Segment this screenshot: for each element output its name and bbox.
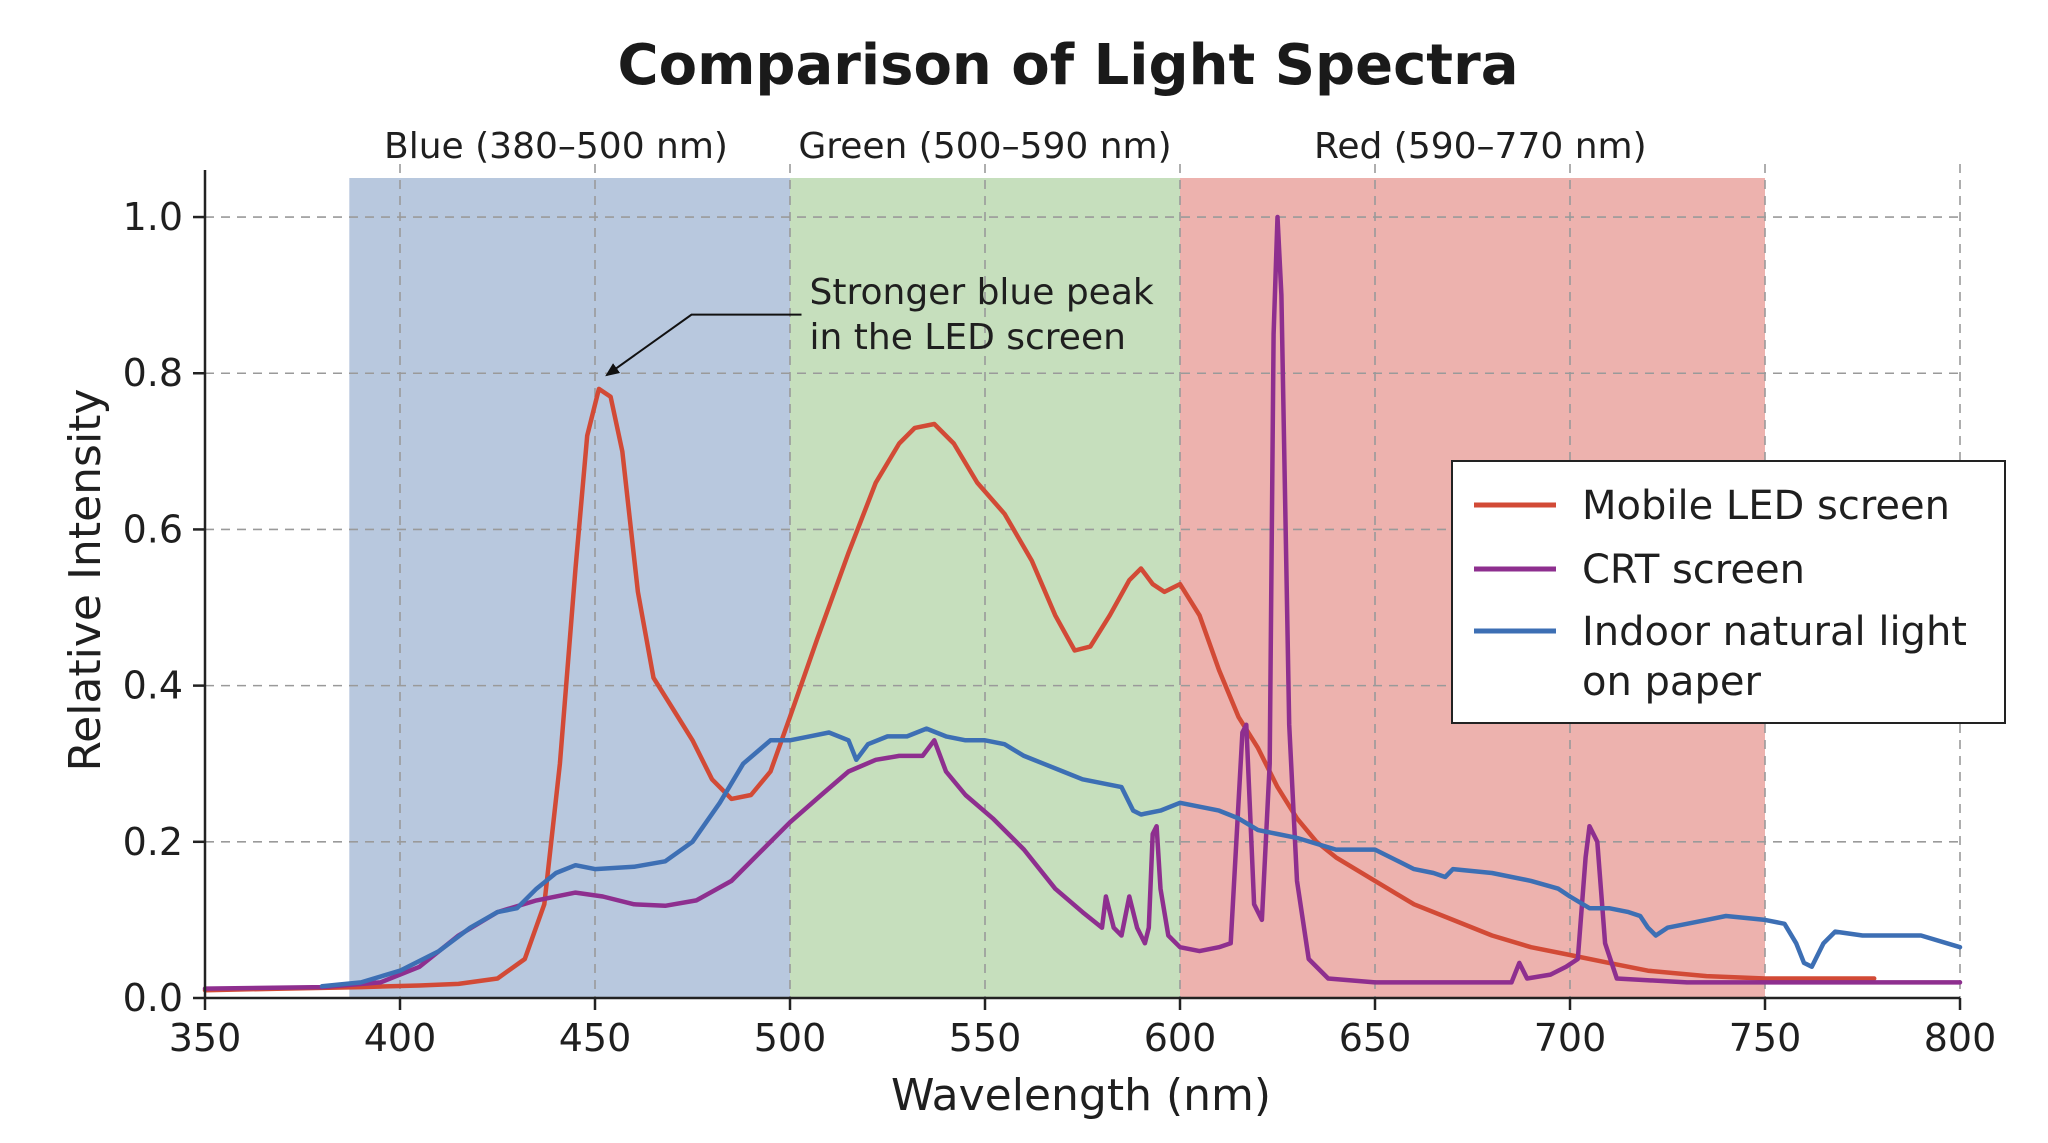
legend-label-indoor-natural-light-on-paper: on paper <box>1582 659 1761 705</box>
legend-label-crt-screen: CRT screen <box>1582 547 1805 593</box>
x-tick-label: 550 <box>949 1016 1022 1060</box>
y-tick-label: 0.6 <box>123 507 183 551</box>
y-tick-label: 0.0 <box>123 976 183 1020</box>
y-tick-label: 0.2 <box>123 820 183 864</box>
series-line-indoor-natural-light-on-paper <box>319 726 1963 989</box>
y-tick-label: 0.4 <box>123 664 183 708</box>
band-label-red: Red (590–770 nm) <box>1314 126 1647 167</box>
x-tick-label: 600 <box>1144 1016 1217 1060</box>
x-tick-label: 800 <box>1924 1016 1997 1060</box>
x-tick-label: 700 <box>1534 1016 1607 1060</box>
x-tick-label: 650 <box>1339 1016 1412 1060</box>
series-line-mobile-led-screen <box>202 386 1877 993</box>
band-label-green: Green (500–590 nm) <box>798 126 1171 167</box>
axes: 350 400 450 500 550 600 650 700 750 800 0.0 0.2 0.4 0… <box>123 170 1997 1060</box>
y-tick-label: 0.8 <box>123 351 183 395</box>
x-tick-label: 350 <box>169 1016 242 1060</box>
annotation-text-line: Stronger blue peak <box>810 272 1154 313</box>
legend-label-mobile-led-screen: Mobile LED screen <box>1582 483 1950 529</box>
chart-title: Comparison of Light Spectra <box>618 33 1519 98</box>
legend-label-indoor-natural-light-on-paper: Indoor natural light <box>1582 609 1967 655</box>
series-line-crt-screen <box>202 214 1963 991</box>
x-tick-label: 450 <box>559 1016 632 1060</box>
annotation-text-line: in the LED screen <box>810 317 1126 358</box>
x-tick-label: 500 <box>754 1016 827 1060</box>
series-lines <box>202 214 1963 993</box>
legend: Mobile LED screen CRT screen Indoor natura… <box>1451 460 2006 724</box>
y-tick-label: 1.0 <box>123 195 183 239</box>
band-blue <box>349 178 790 998</box>
y-axis-title: Relative Intensity <box>60 389 111 772</box>
x-tick-label: 750 <box>1729 1016 1802 1060</box>
x-tick-label: 400 <box>364 1016 437 1060</box>
annotation-arrow <box>605 313 802 377</box>
band-label-blue: Blue (380–500 nm) <box>384 126 728 167</box>
x-axis-title: Wavelength (nm) <box>891 1070 1271 1121</box>
